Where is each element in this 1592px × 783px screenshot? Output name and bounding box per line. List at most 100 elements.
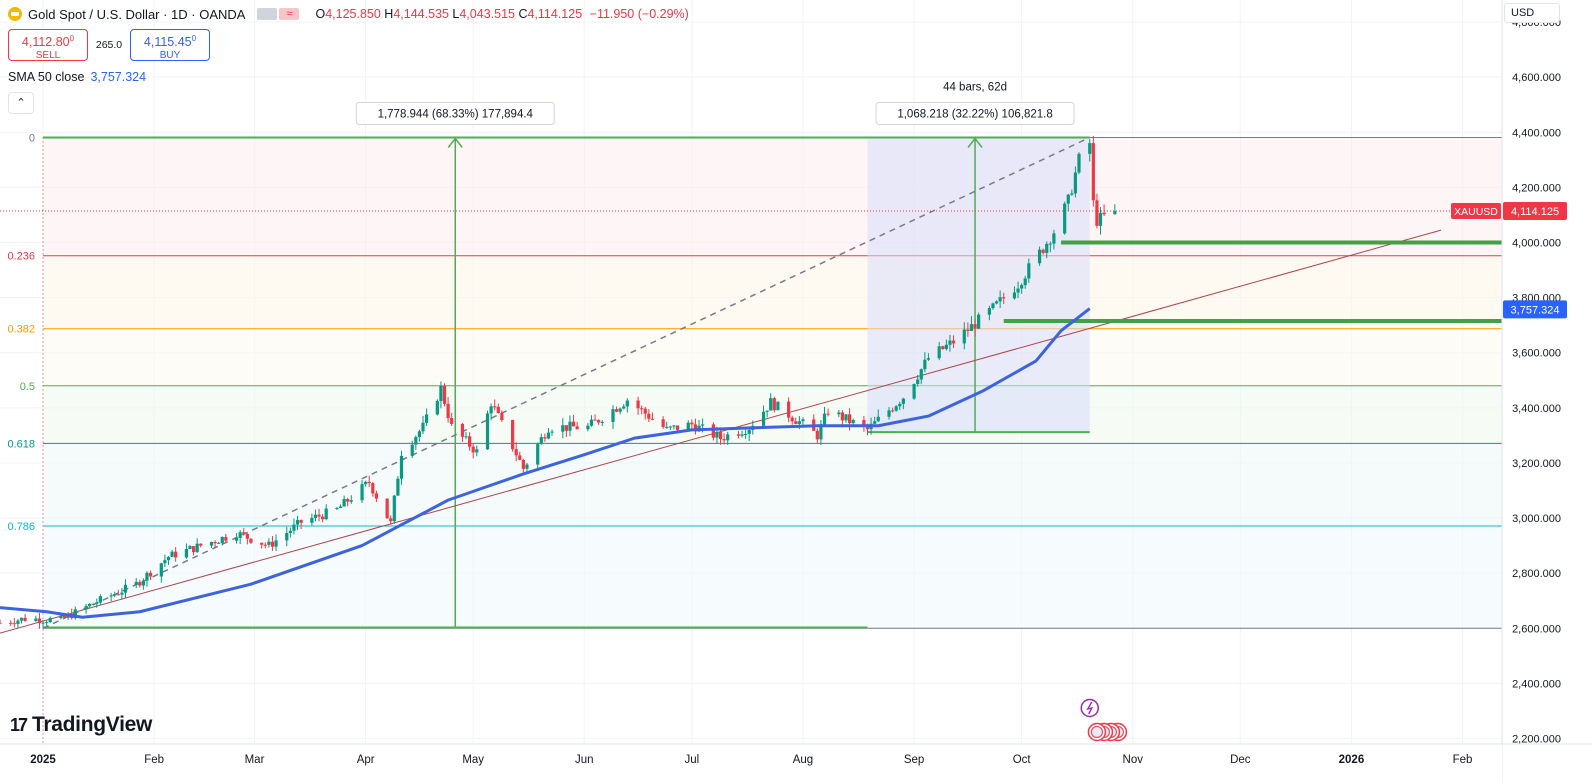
candle-body bbox=[772, 398, 776, 411]
candle-body bbox=[138, 581, 142, 586]
candle-body bbox=[650, 418, 655, 420]
candle-body bbox=[141, 580, 145, 586]
measure-2-bars-label: 44 bars, 62d bbox=[943, 82, 1007, 94]
candle-body bbox=[765, 410, 769, 412]
market-status[interactable]: ≈ bbox=[257, 8, 300, 20]
candle-body bbox=[34, 618, 38, 621]
candle-body bbox=[460, 423, 465, 437]
gold-symbol-icon bbox=[8, 7, 22, 21]
time-tick-label: Dec bbox=[1230, 754, 1251, 766]
currency-selector[interactable]: USD bbox=[1504, 3, 1560, 23]
candle-body bbox=[1066, 194, 1070, 204]
price-tick-label: 2,800.000 bbox=[1512, 568, 1561, 580]
candle-body bbox=[736, 434, 741, 436]
candle-body bbox=[726, 434, 730, 441]
candle-body bbox=[9, 622, 13, 624]
candle-body bbox=[1077, 153, 1081, 173]
last-price-tag-label: 4,114.125 bbox=[1511, 206, 1559, 218]
candle-body bbox=[424, 414, 429, 423]
candle-body bbox=[249, 538, 253, 543]
candle-body bbox=[23, 617, 27, 621]
candle-body bbox=[310, 517, 314, 523]
buy-price-sup: 0 bbox=[191, 34, 197, 43]
measure-1-arrow-head bbox=[447, 137, 463, 148]
candle-body bbox=[722, 439, 726, 441]
candle-body bbox=[84, 606, 88, 610]
candle-body bbox=[389, 518, 393, 522]
candle-body bbox=[525, 464, 529, 469]
wave-icon: ≈ bbox=[279, 8, 300, 20]
candle-body bbox=[826, 413, 830, 415]
candle-body bbox=[1063, 203, 1067, 234]
price-axis[interactable]: 2,200.000 2,400.000 2,600.000 2,800.000 3,00… bbox=[1451, 0, 1592, 783]
candle-body bbox=[600, 422, 604, 424]
candle-body bbox=[360, 484, 364, 501]
collapse-legend-button[interactable]: ⌃ bbox=[8, 92, 34, 114]
candle-body bbox=[1016, 288, 1020, 293]
candle-body bbox=[744, 433, 748, 435]
sma-price-tag bbox=[1503, 300, 1567, 319]
candle-body bbox=[919, 369, 923, 380]
candle-body bbox=[342, 499, 346, 507]
candle-body bbox=[485, 413, 490, 450]
candle-body bbox=[1113, 211, 1117, 215]
candle-body bbox=[392, 495, 396, 522]
tradingview-logo[interactable]: 17 TradingView bbox=[10, 713, 152, 737]
candle-body bbox=[844, 414, 848, 421]
candle-body bbox=[45, 622, 49, 624]
candle-body bbox=[514, 449, 518, 456]
time-tick-label: Feb bbox=[144, 754, 164, 766]
candle-body bbox=[586, 425, 590, 430]
candle-body bbox=[421, 422, 425, 432]
sma-price-tag-label: 3,757.324 bbox=[1511, 304, 1560, 316]
candle-body bbox=[324, 508, 328, 520]
event-markers[interactable] bbox=[1080, 698, 1128, 742]
candle-body bbox=[693, 424, 698, 432]
candle-body bbox=[98, 596, 102, 603]
candle-body bbox=[991, 303, 995, 309]
price-tick-label: 2,200.000 bbox=[1512, 733, 1561, 745]
candle-body bbox=[371, 483, 375, 494]
candle-body bbox=[399, 455, 404, 479]
buy-price: 4,115.45 bbox=[143, 35, 192, 50]
fib-band bbox=[43, 385, 1502, 444]
symbol-header[interactable]: Gold Spot / U.S. Dollar · 1D · OANDA ≈ O… bbox=[8, 4, 689, 24]
candle-body bbox=[518, 455, 522, 460]
candle-body bbox=[787, 401, 791, 418]
candle-body bbox=[220, 536, 224, 543]
buy-label: BUY bbox=[159, 50, 181, 62]
candle-body bbox=[675, 425, 680, 430]
candle-body bbox=[217, 542, 221, 544]
candle-body bbox=[159, 563, 163, 577]
sell-button[interactable]: 4,112.800 SELL bbox=[8, 29, 88, 61]
candle-body bbox=[937, 346, 941, 359]
candle-body bbox=[1023, 278, 1027, 286]
close-value: 4,114.125 bbox=[527, 7, 583, 21]
time-axis[interactable]: 2025 Feb Mar Apr May Jun Jul Aug Sep Oct Nov Dec 202… bbox=[0, 743, 1592, 783]
candle-body bbox=[819, 424, 823, 440]
candle-body bbox=[690, 422, 694, 425]
candle-body bbox=[862, 419, 866, 426]
symbol-title[interactable]: Gold Spot / U.S. Dollar · 1D · OANDA bbox=[28, 6, 246, 22]
candle-body bbox=[95, 602, 99, 604]
fibonacci-retracement[interactable]: 0 0.236 0.382 0.5 0.618 0.786 bbox=[7, 133, 1502, 744]
flash-bolt-icon bbox=[1086, 701, 1094, 715]
candle-body bbox=[521, 459, 525, 469]
candle-body bbox=[184, 548, 189, 558]
fib-level-label: 0.5 bbox=[20, 381, 35, 393]
tradingview-logo-icon: 17 bbox=[10, 714, 28, 735]
candle-body bbox=[1048, 243, 1052, 245]
candle-body bbox=[288, 530, 292, 533]
indicator-legend[interactable]: SMA 50 close 3,757.324 bbox=[8, 70, 146, 84]
candle-body bbox=[245, 533, 249, 539]
candle-body bbox=[1002, 297, 1006, 299]
candle-body bbox=[564, 425, 568, 431]
candle-body bbox=[1045, 243, 1049, 253]
candle-body bbox=[561, 425, 565, 432]
candle-body bbox=[234, 537, 239, 541]
price-range-measures[interactable]: 1,778.944 (68.33%) 177,894.4 1,068.218 (3… bbox=[43, 82, 1090, 629]
candle-body bbox=[998, 297, 1002, 302]
candle-body bbox=[568, 421, 572, 431]
buy-button[interactable]: 4,115.450 BUY bbox=[130, 29, 210, 61]
